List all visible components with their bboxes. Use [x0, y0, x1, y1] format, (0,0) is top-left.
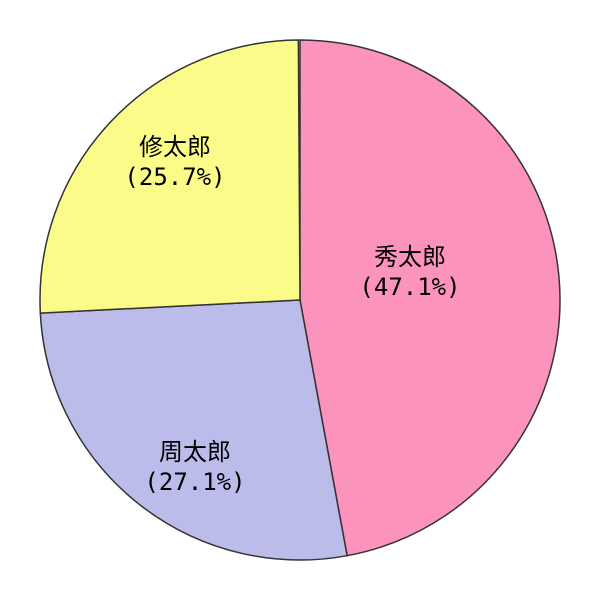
slice-label-pct-1: (27.1%): [144, 468, 245, 496]
pie-chart: 秀太郎(47.1%) 周太郎(27.1%) 修太郎(25.7%): [0, 0, 600, 600]
slice-label-name-0: 秀太郎: [374, 243, 446, 271]
slice-label-name-1: 周太郎: [159, 438, 231, 466]
pie-slice-1: [40, 300, 347, 560]
slice-label-name-2: 修太郎: [139, 133, 211, 161]
slice-label-pct-0: (47.1%): [359, 273, 460, 301]
slice-label-pct-2: (25.7%): [124, 163, 225, 191]
